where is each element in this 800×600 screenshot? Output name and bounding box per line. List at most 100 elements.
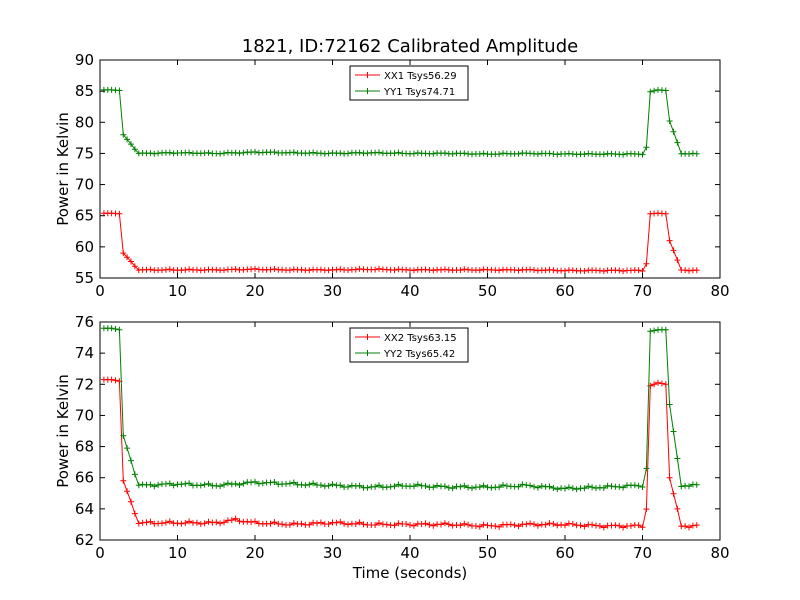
data-point [581, 523, 588, 530]
data-point [422, 483, 429, 489]
data-point [271, 479, 278, 485]
data-point [686, 267, 692, 274]
data-point [352, 266, 359, 273]
data-point [693, 150, 700, 157]
data-point [236, 482, 243, 488]
y-axis-label: Power in Kelvin [54, 112, 72, 226]
top-plot: 0 10 20 30 40 50 60 70 80 55 60 65 70 75 80 85 90 Power i… [54, 51, 730, 300]
data-point [325, 521, 332, 528]
legend-box [349, 327, 469, 363]
data-point [457, 267, 464, 274]
legend: XX2 Tsys63.15 YY2 Tsys65.42 [349, 327, 469, 363]
x-tick-label: 40 [400, 544, 419, 562]
data-point [224, 480, 231, 487]
y-tick-label: 60 [75, 238, 94, 256]
data-point [116, 210, 123, 217]
data-point [197, 482, 204, 489]
data-point [310, 149, 317, 156]
data-point [643, 506, 650, 513]
data-point [542, 521, 549, 528]
data-point [290, 479, 297, 486]
data-point [182, 520, 189, 526]
data-point [678, 483, 685, 490]
data-point [213, 482, 220, 489]
y-tick-label: 75 [75, 144, 94, 162]
data-point [112, 377, 119, 384]
x-tick-label: 0 [95, 544, 105, 562]
data-point [550, 520, 557, 527]
data-point [333, 519, 340, 526]
data-point [337, 150, 344, 157]
data-point [635, 482, 642, 489]
data-point [267, 266, 274, 273]
data-point [201, 267, 208, 274]
data-point [658, 380, 665, 387]
y-tick-label: 55 [75, 269, 94, 287]
data-point [310, 480, 317, 487]
data-point [546, 150, 553, 157]
data-point [120, 250, 127, 257]
data-point [666, 474, 673, 481]
data-point [325, 482, 332, 489]
legend-label: XX2 Tsys63.15 [384, 333, 457, 344]
data-point [686, 151, 692, 157]
x-tick-label: 60 [555, 544, 574, 562]
data-point [248, 519, 255, 526]
data-point [271, 519, 278, 526]
data-point [193, 519, 200, 526]
series-line [103, 379, 697, 529]
data-point [515, 267, 522, 274]
data-point [546, 483, 553, 490]
data-point [643, 260, 650, 267]
data-point [639, 524, 646, 531]
data-point [364, 484, 371, 491]
data-point [577, 522, 584, 529]
data-point [128, 141, 134, 148]
x-tick-label: 20 [245, 544, 264, 562]
data-point [674, 505, 681, 512]
data-point [348, 482, 355, 489]
data-point [441, 483, 448, 490]
data-point [457, 483, 464, 490]
data-point [465, 484, 472, 491]
data-point [647, 88, 654, 95]
data-point [682, 523, 689, 530]
data-point [345, 521, 351, 528]
data-point [395, 520, 402, 527]
x-tick-label: 30 [323, 282, 342, 300]
data-point [372, 522, 379, 528]
data-point [480, 150, 487, 157]
data-point [232, 480, 239, 487]
data-point [616, 267, 623, 274]
data-point [155, 481, 162, 488]
x-tick-label: 0 [95, 282, 105, 300]
data-point [662, 326, 669, 333]
data-point [449, 485, 456, 492]
data-point [286, 480, 293, 487]
bottom-plot: 0 10 20 30 40 50 60 70 80 62 64 66 68 70 72 74 76 Power i… [54, 313, 730, 582]
data-point [620, 484, 627, 491]
data-point [228, 517, 235, 524]
data-point [449, 522, 456, 529]
data-point [616, 483, 623, 490]
data-point [620, 151, 627, 158]
data-point [569, 521, 576, 527]
data-point [151, 150, 158, 157]
legend-marker [364, 88, 371, 94]
data-point [674, 257, 681, 264]
data-point [686, 483, 692, 490]
data-point [616, 522, 623, 529]
data-point [480, 521, 487, 528]
data-point [271, 149, 278, 155]
data-point [651, 327, 658, 334]
data-point [596, 522, 603, 529]
data-point [651, 381, 658, 388]
data-point [693, 522, 700, 529]
data-point [666, 401, 673, 408]
data-point [248, 479, 255, 486]
data-point [395, 149, 402, 156]
data-point [600, 151, 607, 158]
data-point [635, 522, 642, 529]
data-point [341, 520, 348, 527]
